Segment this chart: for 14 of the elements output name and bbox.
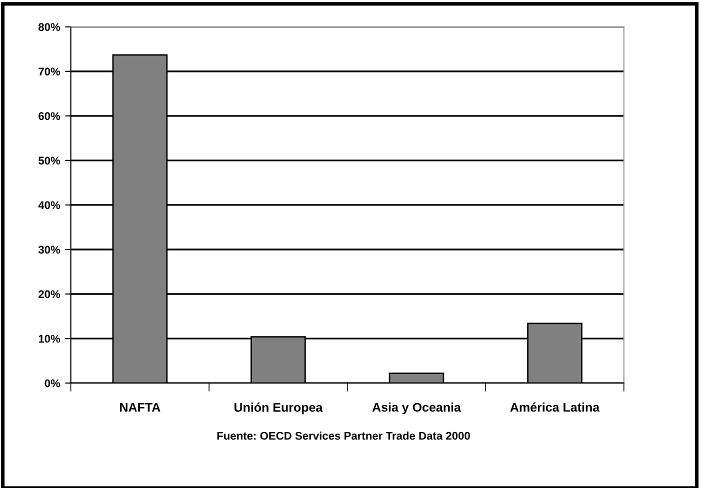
y-tick-label: 10%: [38, 334, 60, 343]
y-tick-label: 70%: [38, 68, 60, 76]
x-tick-label: Unión Europea: [234, 402, 323, 414]
y-tick-label: 30%: [38, 246, 60, 254]
y-tick-label: 60%: [38, 112, 60, 120]
y-tick-label: 40%: [38, 201, 60, 210]
y-tick-label: 20%: [38, 290, 60, 298]
source-note: Fuente: OECD Services Partner Trade Data 2000: [217, 432, 470, 440]
x-tick-label: NAFTA: [120, 402, 160, 412]
y-tick-label: 0%: [44, 379, 60, 388]
y-tick-label: 80%: [38, 23, 60, 31]
y-tick-label: 50%: [38, 156, 60, 165]
x-tick-label: América Latina: [510, 402, 600, 412]
x-tick-label: Asia y Oceania: [372, 402, 462, 414]
